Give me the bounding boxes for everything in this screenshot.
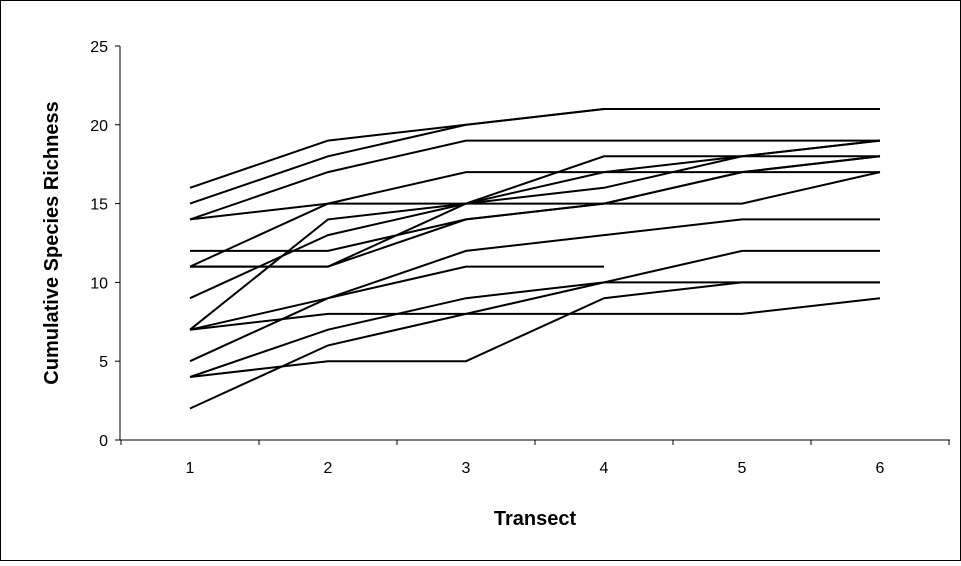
series-line-2 [189,108,880,205]
x-tick-label: 6 [876,460,885,477]
series-line-16 [189,281,880,410]
x-tick-label: 5 [738,460,747,477]
x-tick-label: 3 [462,460,471,477]
axis-labels: 0 5 10 15 20 25 1 2 3 4 5 6 Transect Cumulative Speci… [41,39,885,530]
y-tick-label: 15 [90,197,108,214]
series-line-11 [189,218,880,331]
series-line-14 [189,249,880,378]
series-line-10 [189,139,881,331]
series-line-3 [189,139,880,221]
series-line-8 [190,155,881,252]
axes [115,45,950,445]
series-line-4 [189,171,881,221]
series-line-13 [189,297,881,331]
y-tick-label: 5 [99,354,108,371]
y-tick-label: 20 [90,118,108,135]
y-axis-title: Cumulative Species Richness [41,101,63,384]
series-line-12 [189,265,604,363]
series-lines [189,108,881,410]
x-tick-label: 4 [600,460,609,477]
series-line-5 [189,171,880,268]
y-tick-label: 10 [90,275,108,292]
x-axis-title: Transect [494,508,577,530]
y-tick-label: 25 [90,39,108,56]
x-tick-label: 1 [186,460,195,477]
x-tick-label: 2 [324,460,333,477]
series-line-9 [189,155,880,300]
y-tick-label: 0 [99,433,108,450]
